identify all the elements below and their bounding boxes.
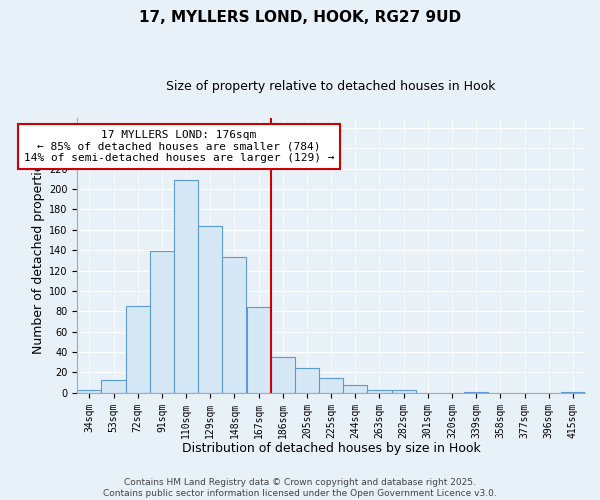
Bar <box>101 380 125 393</box>
Bar <box>464 392 488 393</box>
Bar <box>561 392 585 393</box>
Text: 17 MYLLERS LOND: 176sqm
← 85% of detached houses are smaller (784)
14% of semi-d: 17 MYLLERS LOND: 176sqm ← 85% of detache… <box>23 130 334 163</box>
Text: 17, MYLLERS LOND, HOOK, RG27 9UD: 17, MYLLERS LOND, HOOK, RG27 9UD <box>139 10 461 25</box>
Bar <box>198 226 223 393</box>
Title: Size of property relative to detached houses in Hook: Size of property relative to detached ho… <box>166 80 496 93</box>
Bar <box>125 306 150 393</box>
Bar <box>367 390 392 393</box>
Bar <box>392 390 416 393</box>
Bar <box>295 368 319 393</box>
Bar <box>150 251 174 393</box>
Bar <box>319 378 343 393</box>
Y-axis label: Number of detached properties: Number of detached properties <box>32 157 45 354</box>
Bar <box>247 308 271 393</box>
Text: Contains HM Land Registry data © Crown copyright and database right 2025.
Contai: Contains HM Land Registry data © Crown c… <box>103 478 497 498</box>
Bar <box>174 180 198 393</box>
Bar <box>77 390 101 393</box>
Bar <box>223 258 247 393</box>
X-axis label: Distribution of detached houses by size in Hook: Distribution of detached houses by size … <box>182 442 481 455</box>
Bar <box>271 357 295 393</box>
Bar <box>343 384 367 393</box>
